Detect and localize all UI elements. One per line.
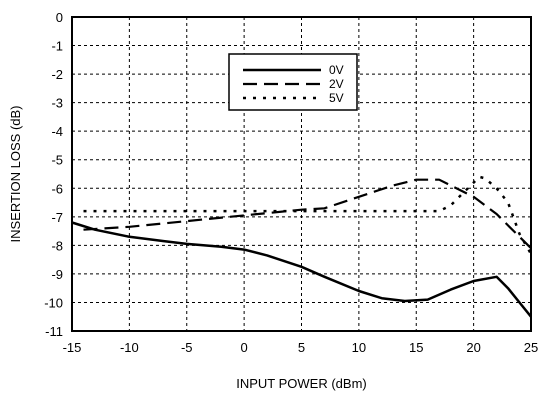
y-tick-label: -5	[51, 153, 63, 168]
series-line-5v	[83, 175, 533, 255]
y-tick-label: -11	[45, 324, 63, 339]
y-tick-label: 0	[56, 10, 63, 25]
y-tick-label: -4	[51, 124, 63, 139]
series-line-2v	[83, 178, 532, 249]
legend-label-0v: 0V	[329, 63, 344, 77]
x-tick-label: -5	[181, 340, 193, 355]
x-axis-title: INPUT POWER (dBm)	[236, 376, 367, 391]
y-tick-label: -7	[51, 210, 63, 225]
x-tick-label: 5	[298, 340, 305, 355]
legend-label-2v: 2V	[329, 77, 344, 91]
x-tick-label: 25	[524, 340, 538, 355]
y-tick-label: -2	[51, 67, 63, 82]
y-tick-label: -8	[51, 238, 63, 253]
x-tick-label: 20	[466, 340, 480, 355]
y-tick-label: -6	[51, 181, 63, 196]
legend-label-5v: 5V	[329, 91, 344, 105]
y-axis-title: INSERTION LOSS (dB)	[8, 105, 23, 242]
plot-frame	[71, 16, 532, 332]
x-tick-label: -15	[63, 340, 82, 355]
x-tick-label: 10	[352, 340, 366, 355]
y-tick-label: -3	[51, 96, 63, 111]
series-lines	[71, 175, 533, 318]
x-tick-label: 0	[241, 340, 248, 355]
series-line-0v	[71, 221, 532, 318]
legend-box	[228, 53, 358, 111]
y-tick-label: -1	[51, 39, 63, 54]
y-tick-label: -9	[51, 267, 63, 282]
x-tick-label: -10	[120, 340, 139, 355]
x-tick-label: 15	[409, 340, 423, 355]
axis-ticks: -15 -10 -5 0 5 10 15 20 25 0 -1 -2 -3 -4 -5 -6 -7 -8 -9 -10…	[44, 10, 538, 355]
y-tick-label: -10	[44, 295, 63, 310]
